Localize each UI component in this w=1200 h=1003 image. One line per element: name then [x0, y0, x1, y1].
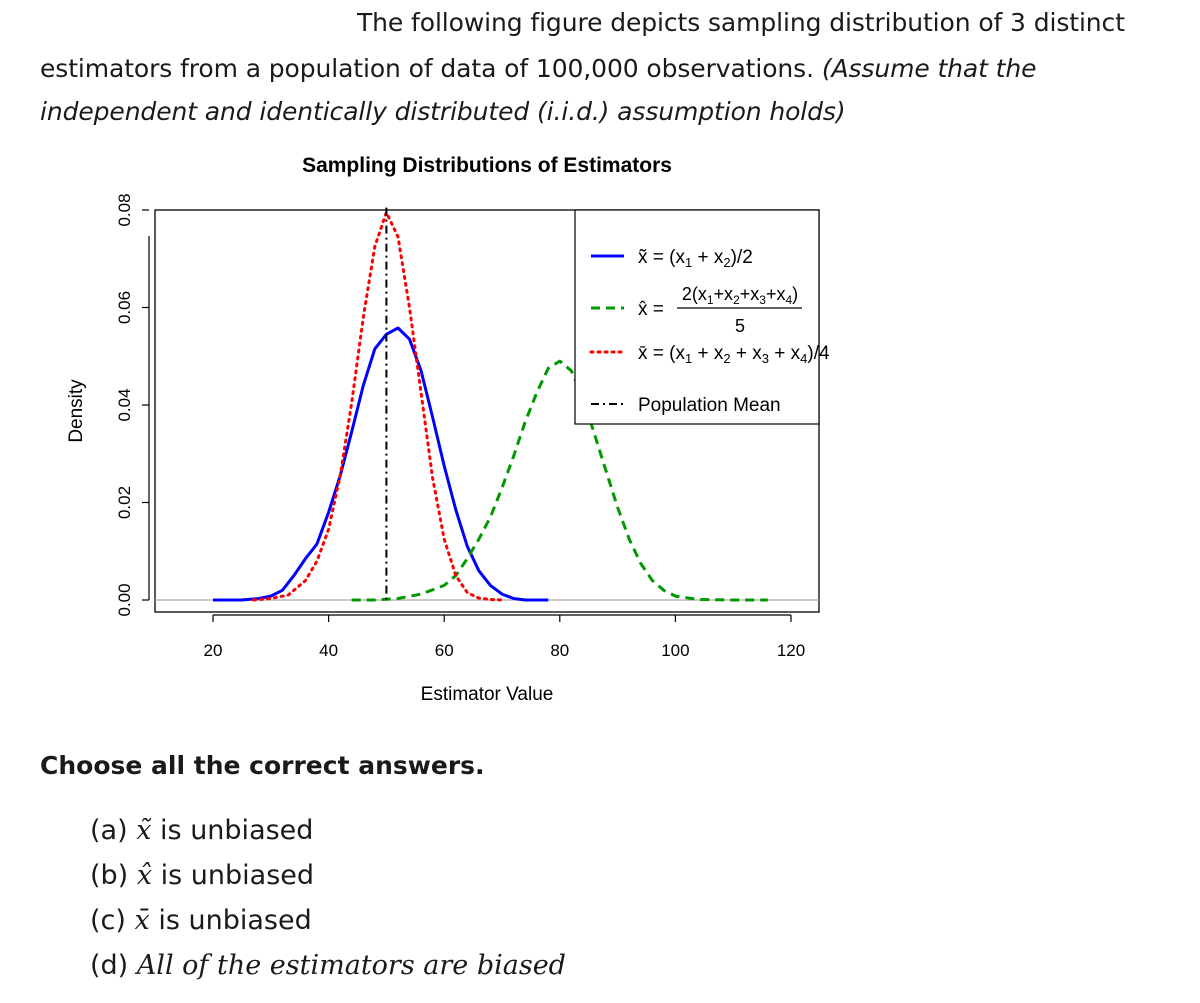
series-curves	[213, 207, 768, 602]
question-line-3: independent and identically distributed …	[40, 97, 846, 126]
x-tick-label: 80	[550, 641, 569, 660]
y-axis-label: Density	[66, 379, 87, 443]
option-a-label: (a)	[90, 815, 128, 846]
question-line-2: estimators from a population of data of …	[40, 54, 1036, 83]
legend-label-hat: x̂ =	[638, 299, 664, 320]
x-axis-label: Estimator Value	[421, 684, 554, 705]
option-d-text: All of the estimators are biased	[136, 950, 566, 981]
legend-box	[574, 209, 820, 425]
option-d-label: (d)	[90, 950, 129, 981]
option-d[interactable]: (d) All of the estimators are biased	[90, 950, 566, 981]
question-line-1: The following figure depicts sampling di…	[357, 8, 1125, 37]
question-line-2-italic: (Assume that the	[821, 54, 1037, 83]
legend-label-hat-denominator: 5	[735, 316, 745, 336]
x-tick-label: 100	[661, 641, 689, 660]
x-axis: 20 40 60 80 100 120	[204, 614, 805, 660]
x-tick-label: 20	[204, 641, 223, 660]
option-c-symbol: x̄	[134, 905, 150, 936]
x-tick-label: 60	[435, 641, 454, 660]
y-tick-label: 0.02	[115, 486, 134, 519]
prompt: Choose all the correct answers.	[40, 751, 485, 780]
option-c[interactable]: (c) x̄ is unbiased	[90, 905, 312, 936]
option-b-label: (b)	[90, 860, 129, 891]
y-tick-label: 0.00	[115, 583, 134, 616]
option-b[interactable]: (b) x̂ is unbiased	[90, 860, 314, 891]
x-tick-label: 120	[777, 641, 805, 660]
curve-x-tilde	[213, 326, 549, 602]
x-tick-label: 40	[319, 641, 338, 660]
option-a-symbol: x̃	[136, 815, 152, 846]
legend: x̃ = (x1 + x2)/2 x̂ = 2(x1+x2+x3+x4) 5 x…	[574, 209, 830, 425]
y-tick-label: 0.04	[115, 388, 134, 421]
y-axis: 0.00 0.02 0.04 0.06 0.08	[115, 193, 150, 617]
legend-label-hat-numerator: 2(x1+x2+x3+x4)	[682, 284, 798, 307]
legend-label-tilde: x̃ = (x1 + x2)/2	[638, 247, 753, 270]
option-b-symbol: x̂	[136, 860, 153, 891]
question-line-2-text: estimators from a population of data of …	[40, 54, 814, 83]
option-a-text: is unbiased	[160, 815, 314, 846]
y-tick-label: 0.06	[115, 291, 134, 324]
option-b-text: is unbiased	[160, 860, 315, 891]
legend-label-population-mean: Population Mean	[638, 395, 781, 416]
option-c-label: (c)	[90, 905, 126, 936]
chart-title: Sampling Distributions of Estimators	[302, 154, 672, 177]
sampling-distributions-chart: Sampling Distributions of Estimators 0.0…	[66, 154, 830, 705]
y-tick-label: 0.08	[115, 193, 134, 226]
option-a[interactable]: (a) x̃ is unbiased	[90, 815, 313, 846]
option-c-text: is unbiased	[158, 905, 312, 936]
